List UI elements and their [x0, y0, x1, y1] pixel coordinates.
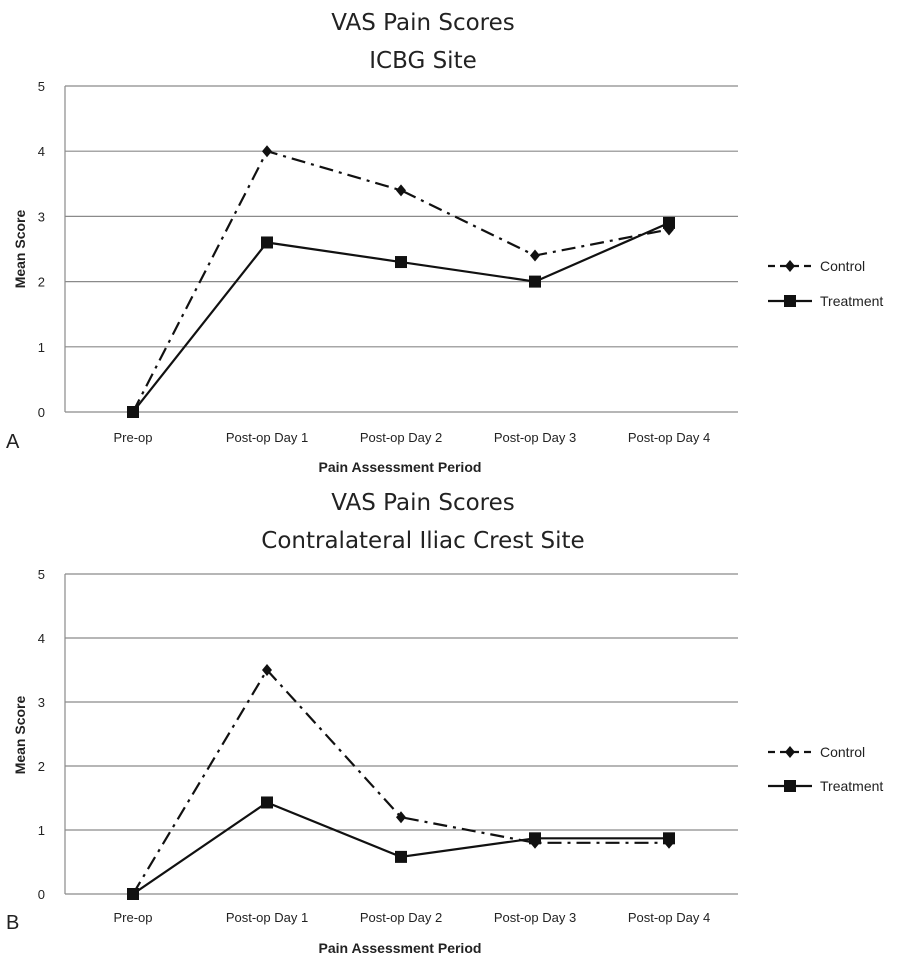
y-axis-title: Mean Score [12, 209, 28, 288]
y-tick-labels: 0 1 2 3 4 5 [38, 567, 45, 902]
y-tick-label: 0 [38, 887, 45, 902]
treatment-data-point [127, 406, 139, 418]
treatment-data-point [261, 796, 273, 809]
control-data-point [396, 184, 406, 197]
treatment-data-point [395, 850, 407, 863]
x-tick-labels: Pre-op Post-op Day 1 Post-op Day 2 Post-op … [113, 910, 710, 925]
treatment-data-point [663, 832, 675, 845]
legend-item-control: Control [768, 744, 865, 760]
y-tick-label: 5 [38, 79, 45, 94]
control-data-point [396, 811, 406, 824]
gridlines [64, 85, 738, 413]
x-tick-label: Post-op Day 3 [494, 430, 576, 445]
x-tick-label: Post-op Day 4 [628, 430, 710, 445]
series-group [127, 664, 675, 900]
treatment-data-point [529, 832, 541, 845]
y-tick-label: 0 [38, 405, 45, 420]
control-series-line [132, 149, 670, 413]
legend-marker [784, 780, 796, 792]
legend-label: Control [820, 258, 865, 274]
gridlines [64, 573, 738, 895]
x-tick-label: Post-op Day 2 [360, 910, 442, 925]
legend-label: Treatment [820, 293, 883, 309]
legend-item-control: Control [768, 258, 865, 274]
series-group [127, 145, 675, 418]
x-tick-label: Post-op Day 3 [494, 910, 576, 925]
x-tick-label: Pre-op [113, 910, 152, 925]
control-data-point [530, 249, 540, 262]
y-tick-label: 5 [38, 567, 45, 582]
x-tick-labels: Pre-op Post-op Day 1 Post-op Day 2 Post-op … [113, 430, 710, 445]
x-tick-label: Pre-op [113, 430, 152, 445]
chart-subtitle: ICBG Site [369, 48, 477, 74]
panel-label: B [6, 912, 19, 934]
control-data-point [262, 145, 272, 158]
legend-item-treatment: Treatment [768, 293, 883, 309]
x-axis-title: Pain Assessment Period [319, 459, 482, 475]
y-tick-labels: 0 1 2 3 4 5 [38, 79, 45, 420]
treatment-data-point [529, 275, 541, 288]
y-tick-label: 2 [38, 275, 45, 290]
legend-label: Control [820, 744, 865, 760]
treatment-data-point [261, 236, 273, 249]
treatment-data-point [127, 888, 139, 900]
x-tick-label: Post-op Day 1 [226, 910, 308, 925]
panel-label: A [6, 431, 20, 453]
legend-marker [784, 295, 796, 307]
legend-marker [785, 260, 795, 272]
y-tick-label: 2 [38, 759, 45, 774]
chart-panel-a: VAS Pain Scores ICBG Site Pain Assessmen… [6, 10, 883, 475]
legend: Control Treatment [768, 258, 883, 309]
legend-item-treatment: Treatment [768, 778, 883, 794]
chart-subtitle: Contralateral Iliac Crest Site [261, 528, 584, 554]
y-tick-label: 1 [38, 823, 45, 838]
treatment-data-point [663, 216, 675, 229]
control-data-point [262, 664, 272, 676]
x-tick-label: Post-op Day 4 [628, 910, 710, 925]
y-tick-label: 3 [38, 209, 45, 224]
legend-marker [785, 746, 795, 758]
legend-label: Treatment [820, 778, 883, 794]
chart-title: VAS Pain Scores [331, 10, 515, 36]
legend: Control Treatment [768, 744, 883, 794]
y-axis-title: Mean Score [12, 695, 28, 774]
x-tick-label: Post-op Day 1 [226, 430, 308, 445]
y-tick-label: 4 [38, 631, 45, 646]
x-axis-title: Pain Assessment Period [319, 940, 482, 956]
chart-panel-b: VAS Pain Scores Contralateral Iliac Cres… [6, 490, 883, 956]
y-tick-label: 3 [38, 695, 45, 710]
chart-title: VAS Pain Scores [331, 490, 515, 516]
y-tick-label: 1 [38, 340, 45, 355]
x-tick-label: Post-op Day 2 [360, 430, 442, 445]
y-tick-label: 4 [38, 144, 45, 159]
treatment-data-point [395, 256, 407, 269]
treatment-series-line [132, 221, 670, 413]
control-series-line [132, 668, 669, 895]
